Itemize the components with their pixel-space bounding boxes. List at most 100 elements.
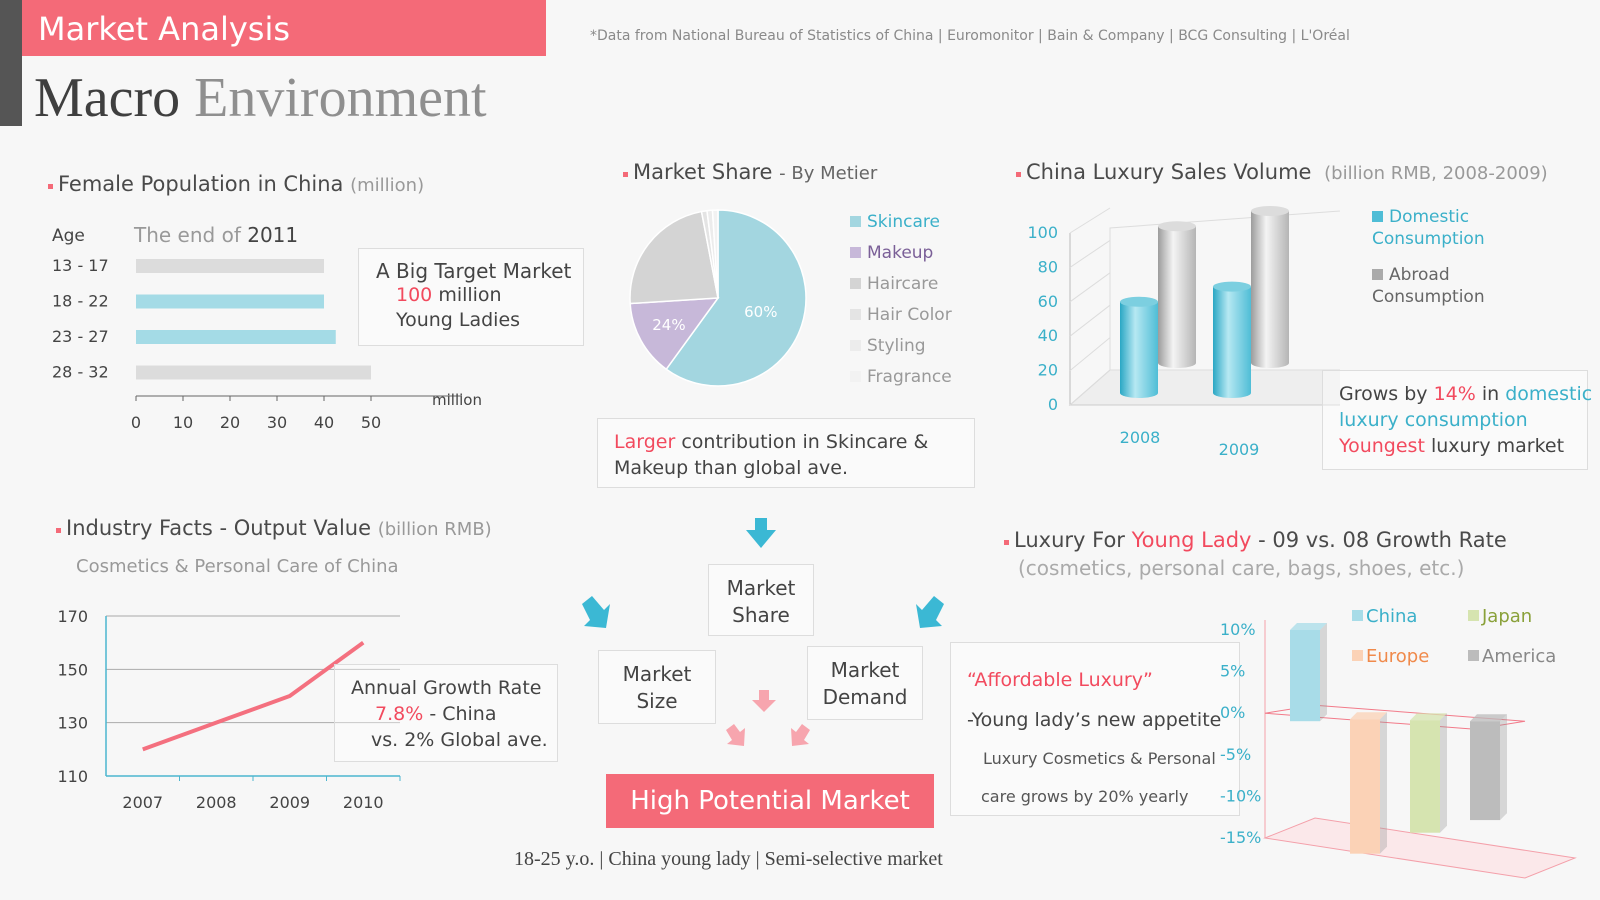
luxury-sales-chart: 0 20 40 60 80 100 2008 2009 bbox=[1027, 206, 1340, 459]
y-tick-label: 20 bbox=[1038, 361, 1058, 380]
legend-label: Europe bbox=[1366, 646, 1429, 667]
cylinder-top bbox=[1213, 281, 1251, 292]
legend-item: Fragrance bbox=[850, 367, 952, 398]
market-share-legend: Skincare Makeup Haircare Hair Color Styling F… bbox=[850, 212, 952, 398]
x-tick-label: 2010 bbox=[343, 793, 384, 812]
pie-slice bbox=[665, 209, 807, 387]
legend-label: Styling bbox=[867, 336, 926, 356]
callout-title: Annual Growth Rate bbox=[351, 677, 542, 699]
gridline bbox=[1069, 239, 1111, 268]
callout-unit: million bbox=[438, 284, 502, 306]
section-label-bar: Market Analysis bbox=[22, 0, 546, 56]
young-lady-title-prefix: Luxury For bbox=[1014, 528, 1125, 552]
cylinder-bar bbox=[1158, 226, 1196, 363]
header-accent-bar bbox=[0, 0, 22, 126]
legend-label: Fragrance bbox=[867, 367, 952, 387]
y-tick-label: 170 bbox=[57, 607, 88, 626]
gridline bbox=[1069, 272, 1111, 303]
y-tick-label: 10% bbox=[1220, 620, 1256, 639]
cylinder-bar bbox=[1120, 301, 1158, 393]
legend-swatch bbox=[850, 247, 861, 258]
cylinder-top bbox=[1251, 206, 1289, 216]
callout-line-3: Youngest luxury market bbox=[1339, 435, 1564, 457]
callout-line-2: -Young lady’s new appetite bbox=[967, 709, 1222, 731]
small-arrow-down-icon bbox=[752, 690, 776, 712]
industry-title: Industry Facts - Output Value (billion R… bbox=[56, 516, 492, 540]
cylinder-base bbox=[1251, 358, 1289, 368]
callout-highlight: Youngest bbox=[1339, 435, 1425, 457]
luxury-sales-legend: Domestic Consumption Abroad Consumption bbox=[1372, 206, 1512, 322]
arrow-diag-left-icon bbox=[916, 596, 944, 628]
age-header: Age bbox=[52, 226, 85, 246]
title-part-1: Macro bbox=[34, 67, 181, 129]
callout-highlight: Larger bbox=[614, 431, 676, 453]
market-share-callout: Larger contribution in Skincare & Makeup… bbox=[597, 418, 975, 488]
callout-line-2: luxury consumption bbox=[1339, 409, 1528, 431]
callout-text-b: Skincare & bbox=[825, 431, 929, 453]
legend-swatch bbox=[850, 371, 861, 382]
population-bar bbox=[136, 365, 371, 380]
pie-data-label: 24% bbox=[652, 316, 685, 334]
callout-text-c: Makeup bbox=[614, 457, 689, 479]
callout-pct: 7.8% bbox=[375, 703, 424, 725]
age-label: 13 - 17 bbox=[52, 256, 109, 275]
source-note: *Data from National Bureau of Statistics… bbox=[590, 28, 1350, 44]
arrow-diag-right-icon bbox=[582, 596, 610, 628]
legend-label: Hair Color bbox=[867, 305, 952, 325]
callout-pct: 14% bbox=[1433, 383, 1476, 405]
cylinder-top bbox=[1158, 221, 1196, 232]
callout-line-1: Grows by 14% in domestic bbox=[1339, 383, 1592, 405]
y-tick-label: 130 bbox=[57, 714, 88, 733]
growth-bar bbox=[1350, 719, 1380, 854]
title-part-2: Environment bbox=[194, 67, 487, 129]
growth-bar-side bbox=[1440, 713, 1447, 833]
age-label: 28 - 32 bbox=[52, 363, 109, 382]
population-unit: (million) bbox=[350, 175, 425, 196]
luxury-callout: Grows by 14% in domestic luxury consumpt… bbox=[1322, 370, 1592, 470]
cylinder-bar bbox=[1213, 286, 1251, 393]
legend-item: Makeup bbox=[850, 243, 952, 274]
young-lady-title: Luxury For Young Lady - 09 vs. 08 Growth… bbox=[1004, 528, 1507, 552]
industry-title-text: Industry Facts - Output Value bbox=[66, 516, 372, 540]
young-lady-subtitle: (cosmetics, personal care, bags, shoes, … bbox=[1018, 556, 1465, 580]
callout-audience: Young Ladies bbox=[396, 309, 521, 331]
legend-item: Domestic Consumption bbox=[1372, 206, 1512, 250]
flow-market-demand: Market Demand bbox=[807, 646, 923, 720]
growth-bar-top bbox=[1410, 713, 1447, 721]
period-label: The end of 2011 bbox=[134, 223, 298, 247]
y-tick-label: 5% bbox=[1220, 662, 1245, 681]
chart-back-wall bbox=[1109, 210, 1340, 371]
callout-line-3: Luxury Cosmetics & Personal bbox=[983, 749, 1216, 768]
growth-bar-side bbox=[1320, 623, 1327, 722]
pie-data-label: 60% bbox=[744, 303, 777, 321]
period-prefix: The end of bbox=[134, 223, 241, 247]
market-share-pie: 60% 24% bbox=[629, 209, 807, 387]
callout-line-2: Makeup than global ave. bbox=[614, 457, 848, 479]
callout-number-line: 100 million bbox=[396, 284, 502, 306]
y-tick-label: 0% bbox=[1220, 703, 1245, 722]
population-bar bbox=[136, 294, 324, 309]
y-tick-label: 80 bbox=[1038, 257, 1058, 276]
gridline bbox=[1069, 207, 1111, 234]
y-tick-label: -5% bbox=[1220, 745, 1251, 764]
legend-label: America bbox=[1482, 646, 1556, 667]
growth-bar-side bbox=[1380, 712, 1387, 854]
callout-line-3: vs. 2% Global ave. bbox=[371, 729, 548, 751]
age-label: 23 - 27 bbox=[52, 327, 109, 346]
growth-bar-top bbox=[1470, 714, 1507, 722]
legend-swatch bbox=[1352, 650, 1363, 661]
cylinder-top bbox=[1120, 296, 1158, 307]
gridline bbox=[1069, 369, 1111, 406]
legend-item: Skincare bbox=[850, 212, 952, 243]
legend-swatch bbox=[1468, 650, 1479, 661]
bullet-icon bbox=[1016, 172, 1021, 177]
growth-bar-top bbox=[1290, 623, 1327, 630]
x-tick-label: 40 bbox=[314, 413, 334, 432]
legend-item: Abroad Consumption bbox=[1372, 264, 1512, 308]
legend-label: Makeup bbox=[867, 243, 934, 263]
legend-item: Haircare bbox=[850, 274, 952, 305]
population-bar bbox=[136, 259, 324, 273]
legend-label: Haircare bbox=[867, 274, 939, 294]
legend-swatch bbox=[850, 340, 861, 351]
growth-bar-top bbox=[1350, 712, 1387, 720]
